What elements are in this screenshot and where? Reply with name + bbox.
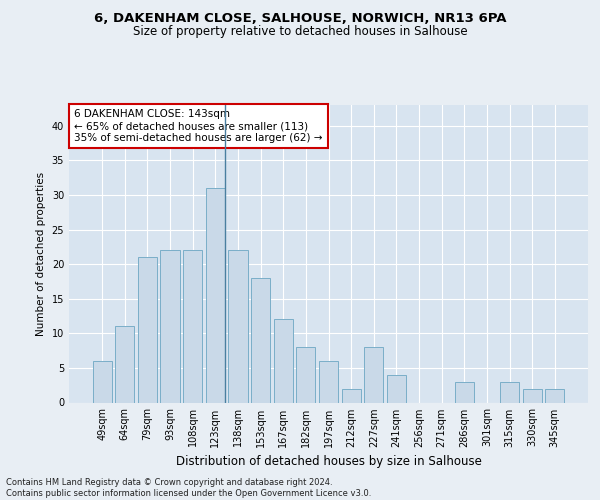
Bar (523, 388, 542, 402)
Bar (160, 250, 180, 402)
Bar (387, 375, 406, 402)
Bar (274, 320, 293, 402)
Text: 6, DAKENHAM CLOSE, SALHOUSE, NORWICH, NR13 6PA: 6, DAKENHAM CLOSE, SALHOUSE, NORWICH, NR… (94, 12, 506, 26)
Bar (229, 250, 248, 402)
Text: Contains HM Land Registry data © Crown copyright and database right 2024.
Contai: Contains HM Land Registry data © Crown c… (6, 478, 371, 498)
Bar (92, 361, 112, 403)
Bar (251, 278, 270, 402)
Bar (545, 388, 565, 402)
Bar (115, 326, 134, 402)
X-axis label: Distribution of detached houses by size in Salhouse: Distribution of detached houses by size … (176, 455, 481, 468)
Bar (206, 188, 225, 402)
Bar (319, 361, 338, 403)
Bar (364, 347, 383, 403)
Text: Size of property relative to detached houses in Salhouse: Size of property relative to detached ho… (133, 25, 467, 38)
Bar (296, 347, 316, 403)
Bar (500, 382, 519, 402)
Text: 6 DAKENHAM CLOSE: 143sqm
← 65% of detached houses are smaller (113)
35% of semi-: 6 DAKENHAM CLOSE: 143sqm ← 65% of detach… (74, 110, 323, 142)
Bar (183, 250, 202, 402)
Y-axis label: Number of detached properties: Number of detached properties (36, 172, 46, 336)
Bar (138, 257, 157, 402)
Bar (341, 388, 361, 402)
Bar (455, 382, 474, 402)
